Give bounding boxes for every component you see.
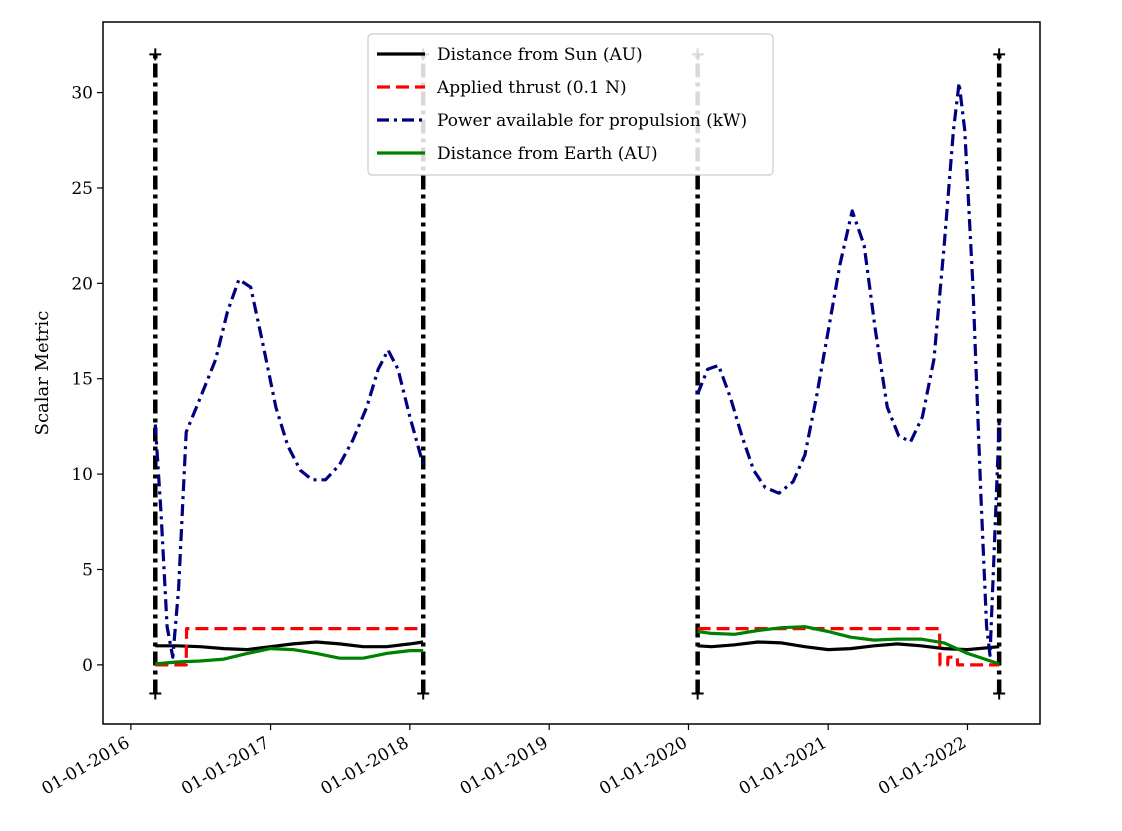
legend-label-0: Distance from Sun (AU) — [437, 45, 643, 65]
y-tick-label-5: 25 — [71, 179, 93, 199]
series-3-segment-1 — [697, 625, 1000, 666]
series-1-segment-1 — [697, 626, 1000, 667]
legend: Distance from Sun (AU) Applied thrust (0.… — [367, 33, 774, 176]
legend-label-1: Applied thrust (0.1 N) — [436, 78, 627, 98]
series-0-segment-1 — [697, 640, 1000, 652]
legend-box — [367, 33, 774, 176]
y-tick-label-3: 15 — [71, 370, 93, 390]
plot-frame — [102, 21, 1041, 725]
y-axis-label: Scalar Metric — [32, 311, 53, 436]
y-axis: 0 5 10 15 20 25 30 — [71, 84, 103, 676]
vertical-marker-0-cap-top — [149, 48, 162, 61]
y-tick-label-1: 5 — [82, 560, 93, 580]
series-lines — [153, 81, 1001, 667]
vertical-marker-1-cap-bottom — [417, 687, 430, 700]
series-1-segment-0 — [155, 626, 424, 667]
series-3-segment-0 — [155, 646, 424, 666]
y-tick-label-0: 0 — [82, 656, 93, 676]
series-2-segment-1 — [696, 81, 1001, 657]
y-tick-label-2: 10 — [71, 465, 93, 485]
legend-label-3: Distance from Earth (AU) — [437, 144, 658, 164]
vertical-marker-3-cap-bottom — [993, 687, 1006, 700]
vertical-marker-0-cap-bottom — [149, 687, 162, 700]
vertical-marker-2-cap-bottom — [691, 687, 704, 700]
y-tick-label-6: 30 — [71, 84, 93, 104]
legend-label-2: Power available for propulsion (kW) — [437, 111, 747, 131]
vertical-marker-3-cap-top — [993, 48, 1006, 61]
y-tick-label-4: 20 — [71, 274, 93, 294]
series-0-segment-0 — [155, 640, 424, 652]
series-2-segment-0 — [153, 277, 425, 659]
